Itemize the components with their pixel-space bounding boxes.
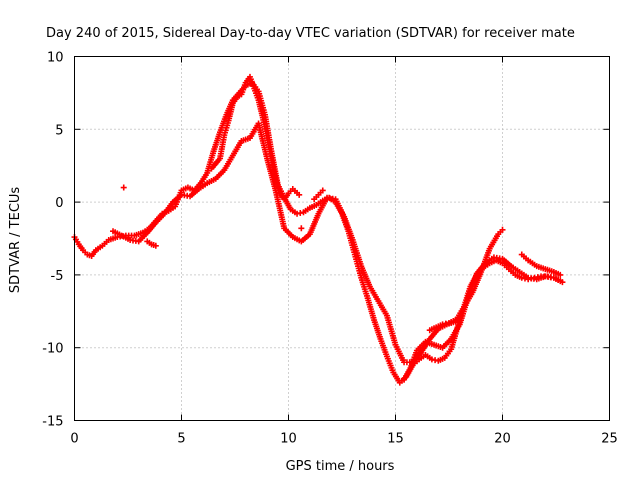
data-point [452, 317, 459, 324]
y-tick-label: -5 [51, 269, 64, 284]
series-track-c [208, 73, 303, 203]
data-point [499, 226, 506, 233]
data-point [298, 225, 305, 232]
series-track-b [110, 120, 506, 366]
y-tick-label: 10 [47, 51, 64, 66]
chart-title: Day 240 of 2015, Sidereal Day-to-day VTE… [46, 26, 575, 41]
y-tick-label: -15 [42, 415, 63, 430]
y-tick-label: 5 [55, 123, 63, 138]
x-axis-label: GPS time / hours [286, 459, 395, 474]
x-tick-label: 0 [70, 432, 78, 447]
data-point [152, 242, 159, 249]
x-tick-label: 20 [494, 432, 511, 447]
series-track-d [401, 254, 566, 383]
axes: 0 5 10 15 20 25 10 5 0 -5 -10 -15 [42, 51, 618, 447]
y-tick-label: 0 [55, 196, 63, 211]
x-tick-label: 25 [601, 432, 618, 447]
series-track-e [120, 184, 564, 334]
x-tick-label: 15 [387, 432, 404, 447]
data-point [296, 191, 303, 198]
x-tick-label: 5 [177, 432, 185, 447]
data-point [559, 279, 566, 286]
data-point [557, 271, 564, 278]
y-axis-label: SDTVAR / TECUs [8, 187, 23, 294]
data-point [319, 187, 326, 194]
data-point [120, 184, 127, 191]
data-marks [71, 73, 566, 386]
grid [74, 56, 610, 421]
y-tick-label: -10 [42, 342, 63, 357]
plot-frame [74, 56, 610, 421]
x-tick-label: 10 [280, 432, 297, 447]
